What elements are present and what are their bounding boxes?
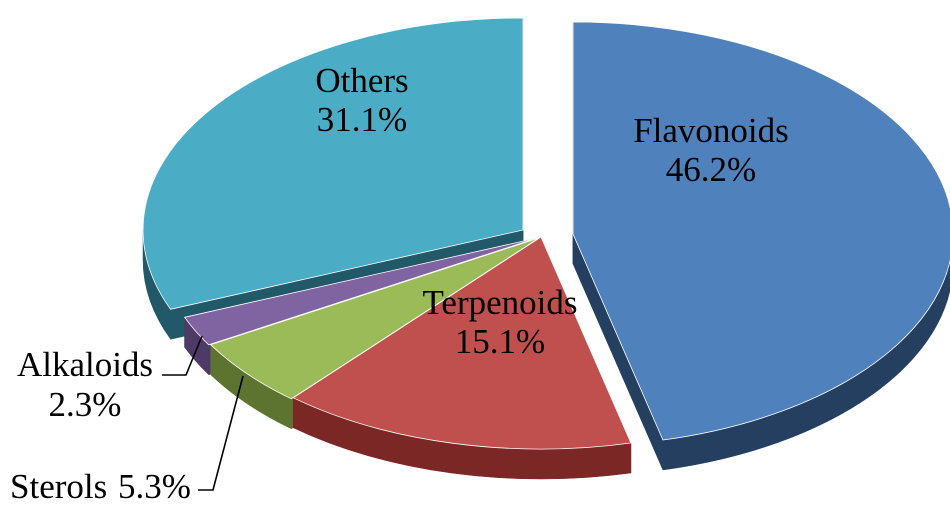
alkaloids-value: 2.3%: [49, 385, 122, 424]
flavonoids-value: 46.2%: [666, 150, 756, 189]
slice-others: [142, 17, 524, 310]
terpenoids-value: 15.1%: [455, 322, 545, 361]
alkaloids-leader-line: [162, 335, 203, 376]
sterols-value: 5.3%: [118, 467, 191, 506]
slice-terpenoids: [292, 236, 632, 450]
sterols-label-group: Sterols 5.3%: [10, 467, 191, 506]
pie-slices: [142, 17, 950, 480]
slice-sterols: [209, 237, 540, 400]
slice-flavonoids: [572, 21, 950, 441]
sterols-label: Sterols: [10, 467, 107, 506]
others-label: Others: [315, 61, 408, 100]
slice-labels: Flavonoids 46.2% Terpenoids 15.1% Others…: [10, 61, 789, 506]
flavonoids-label: Flavonoids: [633, 111, 789, 150]
terpenoids-label: Terpenoids: [422, 283, 577, 322]
sterols-leader-line: [198, 375, 244, 491]
others-value: 31.1%: [317, 100, 407, 139]
alkaloids-label: Alkaloids: [17, 345, 153, 384]
slice-alkaloids: [183, 237, 538, 346]
